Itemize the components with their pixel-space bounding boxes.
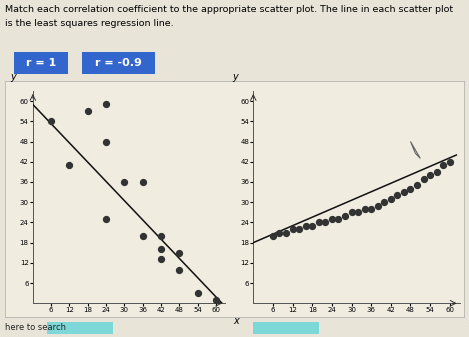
Point — [175, 250, 183, 255]
Point — [322, 220, 329, 225]
Text: r = -0.9: r = -0.9 — [95, 58, 142, 68]
Point — [433, 169, 440, 175]
Point — [367, 206, 375, 212]
Point — [282, 230, 290, 235]
Point — [400, 189, 408, 195]
Text: is the least squares regression line.: is the least squares regression line. — [5, 19, 174, 28]
Point — [102, 139, 110, 144]
Point — [374, 203, 381, 208]
Text: y: y — [232, 72, 238, 83]
Point — [387, 196, 394, 202]
Point — [380, 200, 388, 205]
Point — [121, 179, 128, 185]
Point — [407, 186, 414, 191]
Point — [354, 210, 362, 215]
Point — [295, 226, 303, 232]
Text: Match each correlation coefficient to the appropriate scatter plot. The line in : Match each correlation coefficient to th… — [5, 5, 453, 14]
Point — [84, 109, 91, 114]
Point — [66, 162, 73, 168]
Point — [341, 213, 349, 218]
Text: x: x — [468, 316, 469, 326]
Point — [420, 176, 427, 181]
Point — [446, 159, 454, 164]
Point — [413, 183, 421, 188]
Text: r = 1: r = 1 — [26, 58, 56, 68]
Point — [194, 290, 201, 296]
Point — [157, 233, 165, 239]
Point — [139, 179, 146, 185]
Point — [361, 206, 368, 212]
Point — [348, 210, 356, 215]
Point — [102, 102, 110, 107]
Text: here to search: here to search — [5, 323, 66, 332]
Point — [439, 162, 447, 168]
Point — [102, 216, 110, 222]
Point — [289, 226, 296, 232]
Point — [302, 223, 310, 228]
Text: x: x — [233, 316, 239, 326]
Point — [175, 267, 183, 272]
Point — [426, 173, 434, 178]
Point — [139, 233, 146, 239]
Point — [276, 230, 283, 235]
Point — [393, 193, 401, 198]
Point — [157, 247, 165, 252]
Point — [212, 297, 219, 303]
Point — [335, 216, 342, 222]
Point — [47, 119, 55, 124]
Point — [157, 257, 165, 262]
Point — [269, 233, 277, 239]
Point — [315, 220, 323, 225]
Text: y: y — [11, 72, 16, 83]
Point — [309, 223, 316, 228]
Point — [328, 216, 336, 222]
